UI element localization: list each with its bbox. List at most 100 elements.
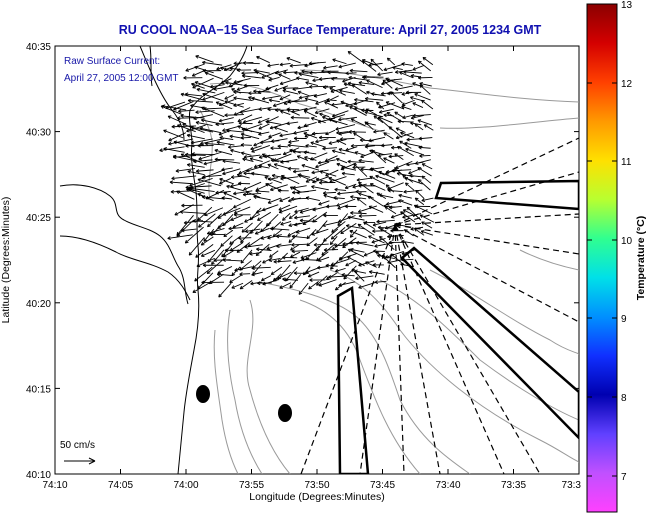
current-vector: [239, 108, 260, 114]
current-vector-field: [159, 51, 435, 298]
current-vector: [414, 123, 424, 131]
current-vector: [409, 173, 422, 178]
current-vector: [236, 85, 250, 91]
current-vector: [269, 122, 288, 130]
current-vector: [318, 135, 336, 140]
current-vector: [337, 191, 357, 196]
current-vector: [341, 171, 355, 176]
current-vector: [251, 266, 271, 271]
y-axis-label: Latitude (Degrees:Minutes): [0, 197, 12, 324]
colorbar-tick-label: 12: [621, 79, 633, 90]
current-vector: [267, 107, 281, 112]
current-vector: [261, 275, 272, 282]
colorbar-tick-label: 11: [621, 157, 632, 168]
current-vector: [269, 226, 290, 231]
scale-vector-arrow: [64, 457, 96, 465]
current-vector: [328, 176, 347, 186]
current-vector: [195, 120, 213, 126]
current-vector: [363, 221, 375, 230]
current-vector: [264, 175, 282, 184]
legend-line2: April 27, 2005 12:00 GMT: [64, 73, 179, 84]
current-vector: [303, 110, 318, 118]
current-vector: [191, 152, 215, 157]
current-vector: [185, 152, 206, 157]
current-vector: [394, 222, 412, 228]
current-vector: [414, 197, 425, 206]
current-vector: [350, 211, 367, 215]
current-vector: [277, 188, 289, 193]
current-vector: [401, 249, 415, 256]
current-vector: [350, 195, 367, 200]
current-vector: [313, 93, 327, 98]
current-vector: [371, 92, 386, 97]
current-vector: [387, 234, 404, 239]
current-vector: [335, 124, 356, 131]
current-vector: [188, 237, 205, 256]
current-vector: [216, 272, 234, 277]
current-vector: [267, 63, 279, 68]
y-tick-label: 40:35: [26, 42, 51, 53]
current-vector: [403, 70, 422, 74]
current-vector: [277, 144, 289, 149]
current-vector: [308, 281, 319, 290]
current-vector: [180, 153, 203, 164]
x-tick-label: 74:05: [108, 480, 133, 491]
current-vector: [218, 117, 234, 123]
current-vector: [270, 184, 288, 192]
current-vector: [174, 204, 194, 216]
current-vector: [253, 89, 271, 94]
current-vector: [202, 92, 225, 102]
current-vector: [422, 56, 434, 66]
current-vector: [399, 71, 414, 79]
current-vector: [273, 259, 292, 264]
current-vector: [202, 60, 223, 66]
current-vector: [400, 262, 414, 268]
current-vector: [270, 138, 288, 143]
current-vector: [347, 51, 365, 64]
current-vector: [375, 174, 395, 183]
current-vector: [253, 160, 271, 169]
current-vector: [270, 146, 281, 151]
current-vector: [244, 228, 261, 234]
colorbar-label: Temperature (°C): [635, 216, 647, 301]
current-vector: [331, 110, 349, 118]
colorbar-tick-label: 10: [621, 236, 633, 247]
current-vector: [184, 226, 204, 244]
current-vector: [265, 120, 282, 125]
current-vector: [392, 66, 403, 71]
current-vector: [402, 213, 422, 219]
current-vector: [363, 251, 375, 257]
current-vector: [236, 173, 250, 179]
radar-range-line: [394, 224, 505, 474]
current-vector: [196, 257, 216, 268]
current-vector: [260, 234, 272, 240]
current-vector: [221, 196, 233, 200]
current-vector: [176, 190, 195, 200]
current-vector: [376, 192, 387, 199]
current-vector: [226, 184, 245, 192]
y-axis-ticks: 40:35 40:30 40:25 40:20 40:15 40:10: [26, 42, 579, 481]
current-vector: [239, 280, 253, 290]
colorbar-tick-label: 9: [621, 314, 627, 325]
current-vector: [195, 55, 214, 63]
current-vector: [292, 169, 309, 174]
current-vector: [400, 211, 416, 223]
current-vector: [193, 114, 213, 121]
current-vector: [307, 271, 320, 278]
current-vector: [399, 140, 412, 149]
current-vector: [397, 146, 414, 157]
current-vector: [287, 99, 308, 104]
current-vector: [364, 110, 384, 118]
contour-line: [519, 249, 579, 271]
current-vector: [291, 234, 310, 239]
current-vector: [325, 263, 338, 268]
current-vector: [244, 213, 260, 223]
radar-range-line: [394, 224, 441, 474]
current-vector: [305, 176, 317, 183]
x-tick-label: 74:10: [42, 480, 67, 491]
current-vector: [262, 204, 279, 212]
current-vector: [176, 220, 194, 237]
current-vector: [310, 116, 326, 124]
current-vector: [356, 177, 375, 182]
current-vector: [186, 133, 205, 140]
